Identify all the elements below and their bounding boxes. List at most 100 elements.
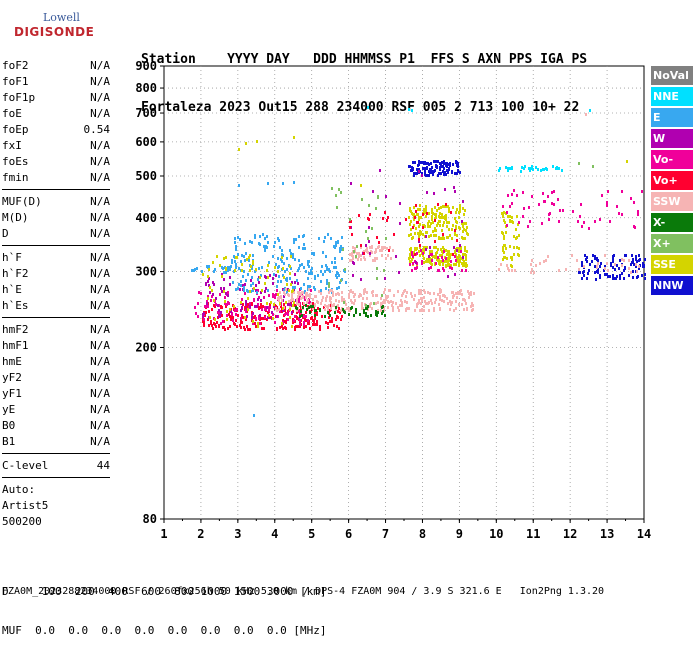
echo-point — [541, 222, 543, 225]
echo-point — [377, 311, 379, 314]
echo-point — [269, 306, 271, 309]
echo-point — [571, 254, 573, 257]
echo-point — [376, 294, 378, 297]
echo-point — [375, 248, 377, 251]
echo-point — [303, 243, 305, 246]
echo-point — [307, 263, 309, 266]
echo-point — [418, 292, 420, 295]
echo-point — [349, 259, 351, 262]
echo-point — [459, 247, 461, 250]
echo-point — [513, 235, 515, 238]
echo-point — [471, 302, 473, 305]
echo-point — [291, 281, 293, 284]
echo-point — [268, 294, 270, 297]
param-value: N/A — [90, 299, 110, 312]
echo-point — [198, 291, 200, 294]
echo-point — [269, 304, 271, 307]
echo-point — [444, 260, 446, 263]
param-row-d: D N/A — [2, 226, 110, 242]
echo-point — [357, 258, 359, 261]
echo-point — [464, 299, 466, 302]
echo-point — [243, 326, 245, 329]
echo-point — [329, 320, 331, 323]
echo-point — [268, 314, 270, 317]
echo-point — [466, 232, 468, 235]
echo-point — [385, 298, 387, 301]
auto-scaling-line: Auto: — [2, 483, 36, 496]
echo-point — [423, 305, 425, 308]
echo-point — [380, 302, 382, 305]
echo-point — [442, 246, 444, 249]
echo-point — [420, 289, 422, 292]
echo-point — [423, 162, 425, 165]
echo-point — [625, 254, 627, 257]
echo-point — [239, 238, 241, 241]
echo-point — [588, 269, 590, 272]
echo-point — [462, 298, 464, 301]
echo-point — [513, 246, 515, 249]
echo-point — [422, 167, 424, 170]
echo-point — [386, 247, 388, 250]
echo-point — [439, 224, 441, 227]
echo-point — [227, 291, 229, 294]
echo-point — [461, 222, 463, 225]
echo-point — [416, 305, 418, 308]
echo-point — [335, 274, 337, 277]
echo-point — [586, 256, 588, 259]
param-value: N/A — [90, 251, 110, 264]
echo-point — [520, 170, 522, 173]
echo-point — [369, 254, 371, 257]
echo-point — [297, 325, 299, 328]
echo-point — [425, 260, 427, 263]
y-tick-label: 300 — [135, 265, 157, 279]
echo-point — [438, 207, 440, 210]
echo-point — [245, 279, 247, 282]
echo-point — [423, 261, 425, 264]
echo-point — [398, 271, 400, 274]
echo-point — [308, 322, 310, 325]
echo-point — [224, 328, 226, 331]
echo-point — [257, 303, 259, 306]
echo-point — [386, 219, 388, 222]
echo-point — [295, 238, 297, 241]
param-value: N/A — [90, 59, 110, 72]
echo-point — [505, 231, 507, 234]
echo-point — [531, 195, 533, 198]
echo-point — [465, 222, 467, 225]
echo-point — [638, 267, 640, 270]
echo-point — [335, 194, 337, 197]
echo-point — [413, 218, 415, 221]
param-label: hmF2 — [2, 323, 29, 336]
echo-point — [259, 243, 261, 246]
echo-point — [300, 310, 302, 313]
echo-point — [402, 292, 404, 295]
echo-point — [451, 228, 453, 231]
echo-point — [214, 323, 216, 326]
echo-point — [274, 241, 276, 244]
echo-point — [298, 310, 300, 313]
echo-point — [628, 259, 630, 262]
echo-point — [258, 317, 260, 320]
echo-point — [441, 254, 443, 257]
param-label: C-level — [2, 459, 49, 472]
echo-point — [280, 258, 282, 261]
param-row-fof1p: foF1p N/A — [2, 90, 110, 106]
echo-point — [372, 294, 374, 297]
echo-point — [530, 167, 532, 170]
x-tick-label: 6 — [345, 527, 352, 541]
echo-point — [264, 237, 266, 240]
header-labels: Station YYYY DAY DDD HHMMSS P1 FFS S AXN… — [141, 52, 588, 67]
echo-point — [447, 236, 449, 239]
echo-point — [383, 269, 385, 272]
legend-item-vo: Vo+ — [651, 171, 693, 190]
echo-point — [424, 170, 426, 173]
y-tick-label: 700 — [135, 106, 157, 120]
echo-point — [223, 287, 225, 290]
param-label: fmin — [2, 171, 29, 184]
echo-point — [348, 293, 350, 296]
echo-point — [385, 257, 387, 260]
echo-point — [246, 306, 248, 309]
echo-point — [305, 296, 307, 299]
echo-point — [456, 172, 458, 175]
echo-point — [278, 308, 280, 311]
